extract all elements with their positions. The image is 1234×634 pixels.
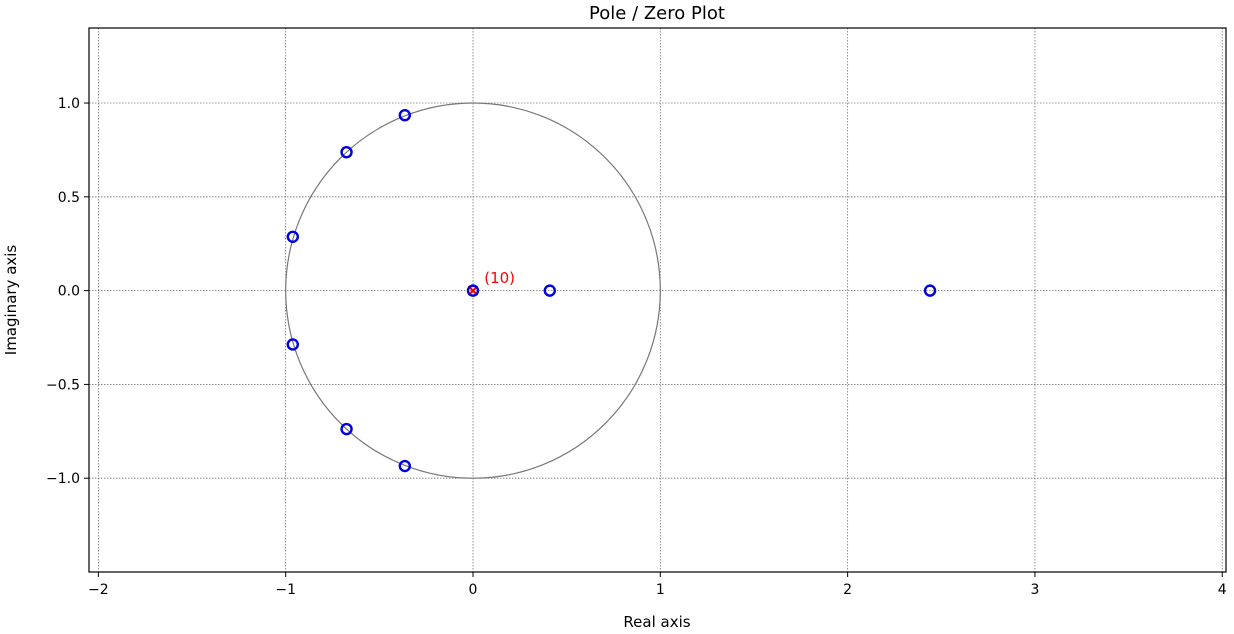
zero-marker (398, 459, 412, 473)
x-tick-label: 3 (1030, 582, 1039, 598)
y-tick-label: 1.0 (58, 96, 80, 112)
y-tick-label: −1.0 (46, 471, 80, 487)
unit-circle-layer (285, 102, 661, 479)
y-tick-label: −0.5 (46, 377, 80, 393)
x-tick-label: 4 (1218, 582, 1227, 598)
x-tick-label: 0 (469, 582, 478, 598)
x-tick-label: −1 (275, 582, 296, 598)
x-tick-label: 1 (656, 582, 665, 598)
y-tick-label: 0.0 (58, 284, 80, 300)
chart-title: Pole / Zero Plot (589, 3, 725, 24)
unit-circle (285, 102, 661, 479)
zero-marker (286, 230, 299, 243)
y-tick-label: 0.5 (58, 190, 80, 206)
zero-marker (543, 284, 556, 297)
plot-frame (88, 27, 1227, 573)
multiplicity-annotation: (10) (484, 269, 515, 287)
y-axis: 1.0 0.5 0.0 −0.5 −1.0 (46, 96, 89, 487)
x-tick-label: 2 (843, 582, 852, 598)
grid (89, 28, 1226, 572)
x-axis: −2 −1 0 1 2 3 4 (88, 572, 1227, 598)
zero-marker (466, 284, 480, 297)
zero-marker (923, 284, 937, 297)
x-axis-label: Real axis (623, 613, 690, 631)
zero-marker (340, 422, 353, 436)
y-axis-label: Imaginary axis (2, 245, 20, 356)
zero-marker (286, 338, 299, 351)
zero-marker (398, 109, 412, 122)
zero-marker (340, 145, 353, 159)
marks: (10) (286, 109, 937, 473)
x-tick-label: −2 (88, 582, 109, 598)
